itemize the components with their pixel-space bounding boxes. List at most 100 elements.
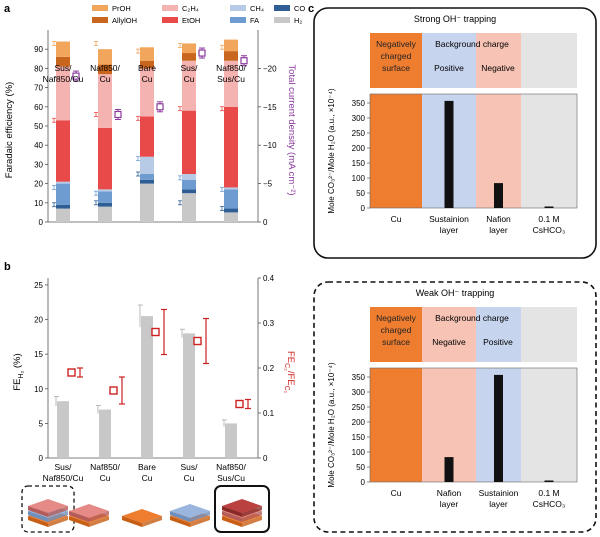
bar-segment-H₂ xyxy=(98,206,112,222)
bar-segment-PrOH xyxy=(98,49,112,65)
column-label: CsHCO₃ xyxy=(533,499,566,509)
tick-label: 350 xyxy=(352,99,366,108)
legend-swatch xyxy=(162,5,178,11)
electrode-illustrations xyxy=(21,485,270,533)
panel-a: a PrOH C₂H₄ CH₄ CO AllylOH EtOH FA H₂ 0 10 20 30 40… xyxy=(4,3,305,227)
electrode-layer-side xyxy=(142,516,162,527)
category-label: Bare xyxy=(138,462,156,472)
tick-label: 80 xyxy=(34,64,43,73)
bar-segment-H₂ xyxy=(224,212,238,222)
electrode-layer-side xyxy=(69,516,89,527)
bar-segment-AllylOH xyxy=(98,64,112,75)
electrode-layer-side xyxy=(28,511,48,522)
bar-segment-CH₄ xyxy=(56,181,70,184)
panel-c-ylabel: Mole CO₃²⁻/Mole H₂O (a.u., ×10⁻⁴) xyxy=(327,362,336,488)
electrode-layer-side xyxy=(242,506,262,517)
bar-segment-C₂H₄ xyxy=(140,68,154,117)
electrode-layer-side xyxy=(28,516,48,527)
bar-segment-CH₄ xyxy=(98,189,112,192)
bar-segment-CH₄ xyxy=(140,156,154,174)
bar-fe-h2 xyxy=(183,333,195,458)
electrode-layer-side xyxy=(28,506,48,517)
bar-segment-PrOH xyxy=(140,47,154,61)
bar-fe-h2 xyxy=(99,409,111,458)
bar-segment-C₂H₄ xyxy=(56,66,70,121)
tick-label: 200 xyxy=(352,418,366,427)
tick-label: −5 xyxy=(263,180,273,189)
category-label: Cu xyxy=(100,473,111,483)
panel-b-ylabel-left-main: FE xyxy=(12,379,23,391)
electrode-layer-side xyxy=(190,511,210,522)
tick-label: 70 xyxy=(34,84,43,93)
legend-label: CH₄ xyxy=(250,4,264,13)
panel-c-bottom: Weak OH⁻ trapping Negatively charged surfac… xyxy=(327,288,578,509)
category-label: Cu xyxy=(184,74,195,84)
surface-label: surface xyxy=(382,337,410,347)
tick-label: 0 xyxy=(39,218,44,227)
legend-label: EtOH xyxy=(182,16,200,25)
panel-b-right-ticks: 0 0.1 0.2 0.3 0.4 xyxy=(258,274,275,463)
tick-label: −15 xyxy=(263,103,277,112)
category-label: Sus/ xyxy=(54,63,72,73)
legend-label: CO xyxy=(294,4,305,13)
strong-trapping-box xyxy=(313,7,597,259)
category-label: Sus/ xyxy=(180,63,198,73)
column-label: layer xyxy=(489,225,508,235)
tick-label: 60 xyxy=(34,103,43,112)
charge-label: Positive xyxy=(483,337,513,347)
tick-label: 150 xyxy=(352,159,366,168)
electrode-layer-side xyxy=(48,511,68,522)
legend-swatch xyxy=(274,17,290,23)
charge-label: Negative xyxy=(432,337,466,347)
category-label: Sus/Cu xyxy=(217,473,245,483)
header-column-bg xyxy=(422,307,476,362)
bar-segment-CH₄ xyxy=(182,174,196,180)
plot-column-bg xyxy=(521,94,577,208)
category-label: Naf850/Cu xyxy=(43,473,84,483)
tick-label: 0 xyxy=(361,204,366,213)
electrode-layer-side xyxy=(69,511,89,522)
trapping-title: Strong OH⁻ trapping xyxy=(414,14,496,24)
plot-frame xyxy=(369,367,578,483)
header-column-bg xyxy=(521,33,577,88)
current-marker xyxy=(240,57,248,65)
panel-b-ylabel-right-sub2: C₁ xyxy=(283,386,290,394)
bar-carbonate xyxy=(444,100,454,208)
panel-b-label: b xyxy=(4,261,11,273)
background-charge-label: Background charge xyxy=(435,313,509,323)
dashed-highlight-box xyxy=(21,485,75,533)
tick-label: 100 xyxy=(352,174,366,183)
column-label: Nafion xyxy=(486,214,511,224)
bar-segment-PrOH xyxy=(56,41,70,57)
charge-label: Negative xyxy=(481,63,515,73)
ratio-marker xyxy=(235,399,244,409)
category-label: Naf850/ xyxy=(216,63,246,73)
tick-label: 0 xyxy=(263,454,268,463)
category-label: Cu xyxy=(142,74,153,84)
electrode-layer-side xyxy=(170,516,190,527)
panel-a-ylabel-right: Total current density (mA cm⁻²) xyxy=(286,64,297,195)
tick-label: 250 xyxy=(352,403,366,412)
tick-label: 0.2 xyxy=(263,364,275,373)
electrode-layer-side xyxy=(89,516,109,527)
tick-label: 40 xyxy=(34,141,43,150)
legend-label: PrOH xyxy=(112,4,131,13)
bar-segment-C₂H₄ xyxy=(98,74,112,128)
ratio-marker xyxy=(67,368,76,377)
surface-label: surface xyxy=(382,63,410,73)
surface-label: charged xyxy=(381,51,412,61)
category-label: Naf850/Cu xyxy=(43,74,84,84)
tick-label: 30 xyxy=(34,160,43,169)
column-label: Nafion xyxy=(437,488,462,498)
legend-swatch xyxy=(230,5,246,11)
tick-label: 5 xyxy=(39,419,44,428)
column-label: CsHCO₃ xyxy=(533,225,566,235)
panel-a-ylabel-left: Faradaic efficiency (%) xyxy=(4,82,15,178)
tick-label: 50 xyxy=(356,463,365,472)
electrode-layer-side xyxy=(190,516,210,527)
current-marker xyxy=(198,49,206,57)
tick-label: 100 xyxy=(352,448,366,457)
category-label: Sus/Cu xyxy=(217,74,245,84)
electrode-layer-side xyxy=(242,516,262,527)
bar-segment-CO xyxy=(98,202,112,207)
